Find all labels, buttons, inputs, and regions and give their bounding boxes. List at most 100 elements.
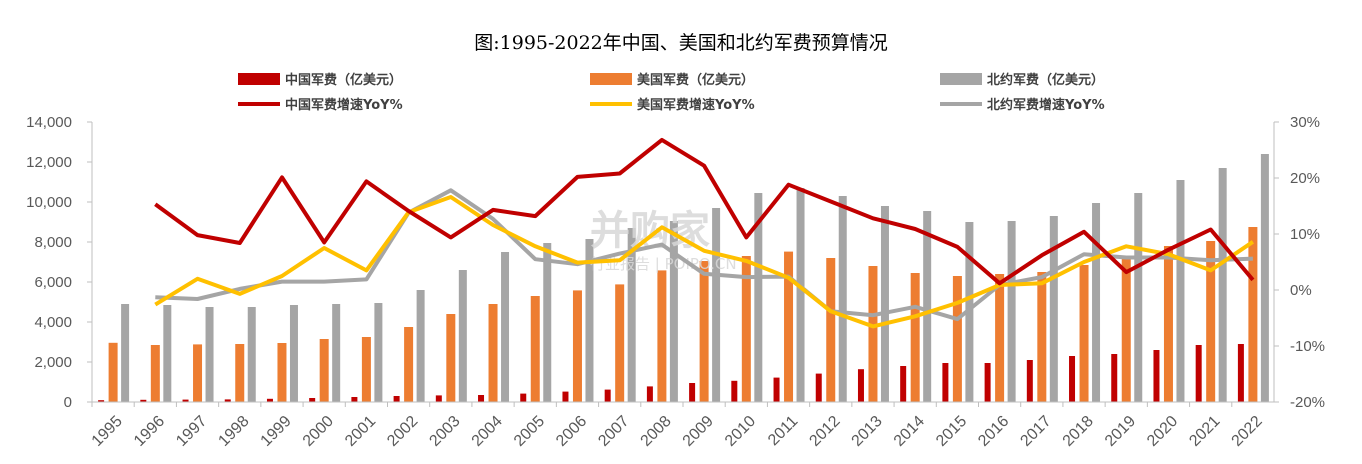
x-tick-label: 2000	[300, 413, 337, 450]
bar-nato	[585, 239, 594, 402]
x-tick-label: 2008	[638, 413, 675, 450]
y-left-tick-label: 12,000	[26, 154, 72, 171]
bar-usa	[826, 258, 836, 402]
bar-nato	[458, 270, 467, 402]
bar-nato	[712, 208, 721, 402]
bar-nato	[838, 196, 847, 402]
bar-china	[815, 373, 822, 402]
bar-usa	[361, 337, 371, 402]
x-tick-label: 2014	[891, 413, 928, 450]
bar-nato	[754, 193, 763, 402]
x-tick-label: 2012	[806, 413, 843, 450]
bar-china	[1026, 360, 1033, 402]
bar-nato	[880, 206, 889, 402]
bar-nato	[965, 222, 974, 402]
x-tick-label: 1996	[131, 413, 168, 450]
usa-growth-line	[154, 195, 1255, 329]
x-tick-label: 2020	[1144, 413, 1181, 450]
bar-nato	[416, 290, 425, 402]
legend-swatch-bar	[940, 73, 982, 85]
bar-usa	[235, 344, 245, 402]
y-right-tick-label: -10%	[1290, 338, 1325, 355]
bar-nato	[923, 211, 932, 402]
bar-china	[984, 363, 991, 402]
legend-label: 北约军费增速YoY%	[987, 97, 1105, 113]
bar-usa	[784, 251, 794, 402]
x-tick-label: 2013	[849, 413, 886, 450]
bar-china	[1111, 354, 1118, 402]
bar-nato	[1176, 180, 1185, 402]
y-left-tick-label: 0	[64, 394, 72, 411]
x-tick-label: 2016	[975, 413, 1012, 450]
legend-label: 中国军费增速YoY%	[285, 97, 403, 113]
bar-nato	[1134, 193, 1143, 402]
bar-usa	[741, 256, 751, 402]
bar-nato	[205, 307, 214, 402]
bar-nato	[1049, 216, 1058, 402]
bar-usa	[108, 342, 118, 402]
y-left-tick-label: 14,000	[26, 114, 72, 131]
bar-china	[182, 399, 189, 402]
y-right-tick-label: -20%	[1290, 394, 1325, 411]
bar-usa	[1079, 265, 1089, 402]
bar-usa	[699, 261, 709, 402]
bar-china	[562, 391, 569, 402]
x-tick-label: 2011	[765, 413, 801, 449]
bar-china	[520, 393, 527, 402]
bar-nato	[543, 243, 552, 402]
lines	[154, 137, 1255, 329]
y-left-tick-label: 2,000	[34, 354, 72, 371]
bar-usa	[1121, 256, 1131, 402]
x-tick-label: 2021	[1186, 413, 1223, 450]
bar-usa	[572, 290, 582, 402]
bar-nato	[627, 228, 636, 402]
legend-swatch-bar	[238, 73, 280, 85]
watermark-subtext: 行业报告 | POIPO.CN	[590, 255, 737, 273]
bar-usa	[657, 270, 667, 402]
bar-china	[309, 398, 316, 402]
bar-china	[224, 399, 231, 402]
chart-title: 图:1995-2022年中国、美国和北约军费预算情况	[474, 32, 888, 54]
y-left-tick-label: 6,000	[34, 274, 72, 291]
bar-china	[1153, 350, 1160, 402]
bar-nato	[332, 304, 341, 402]
x-tick-label: 1998	[215, 413, 252, 450]
bar-usa	[1206, 241, 1216, 402]
bar-nato	[121, 304, 130, 402]
x-tick-label: 2001	[342, 413, 379, 450]
bar-usa	[910, 273, 920, 402]
x-tick-label: 2005	[511, 413, 548, 450]
bar-china	[351, 397, 358, 402]
y-right-tick-label: 20%	[1290, 170, 1320, 187]
x-tick-label: 2006	[553, 413, 590, 450]
x-tick-label: 2004	[469, 413, 506, 450]
y-left-tick-label: 10,000	[26, 194, 72, 211]
bar-nato	[1007, 221, 1016, 402]
nato-growth-line	[155, 188, 1253, 322]
legend-label: 美国军费增速YoY%	[637, 97, 755, 113]
bar-china	[140, 399, 147, 402]
x-tick-label: 1995	[89, 413, 126, 450]
bar-usa	[952, 276, 962, 402]
x-tick-label: 2007	[595, 413, 632, 450]
x-tick-label: 2018	[1060, 413, 1097, 450]
x-tick-label: 2019	[1102, 413, 1139, 450]
bar-china	[1195, 345, 1202, 402]
bar-usa	[1037, 272, 1047, 402]
bar-usa	[446, 314, 456, 402]
bar-china	[266, 398, 273, 402]
bar-china	[900, 366, 907, 402]
bar-usa	[530, 296, 540, 402]
bar-china	[773, 377, 780, 402]
bar-china	[646, 386, 653, 402]
bar-china	[731, 380, 738, 402]
bar-usa	[1248, 227, 1258, 402]
bar-usa	[1163, 246, 1173, 402]
bar-nato	[501, 252, 510, 402]
bars	[98, 154, 1269, 402]
y-right-tick-label: 10%	[1290, 226, 1320, 243]
legend: 中国军费（亿美元） 美国军费（亿美元） 北约军费（亿美元） 中国军费增速YoY% 美国军…	[238, 72, 1105, 113]
bar-usa	[995, 274, 1005, 402]
bar-usa	[150, 345, 160, 402]
